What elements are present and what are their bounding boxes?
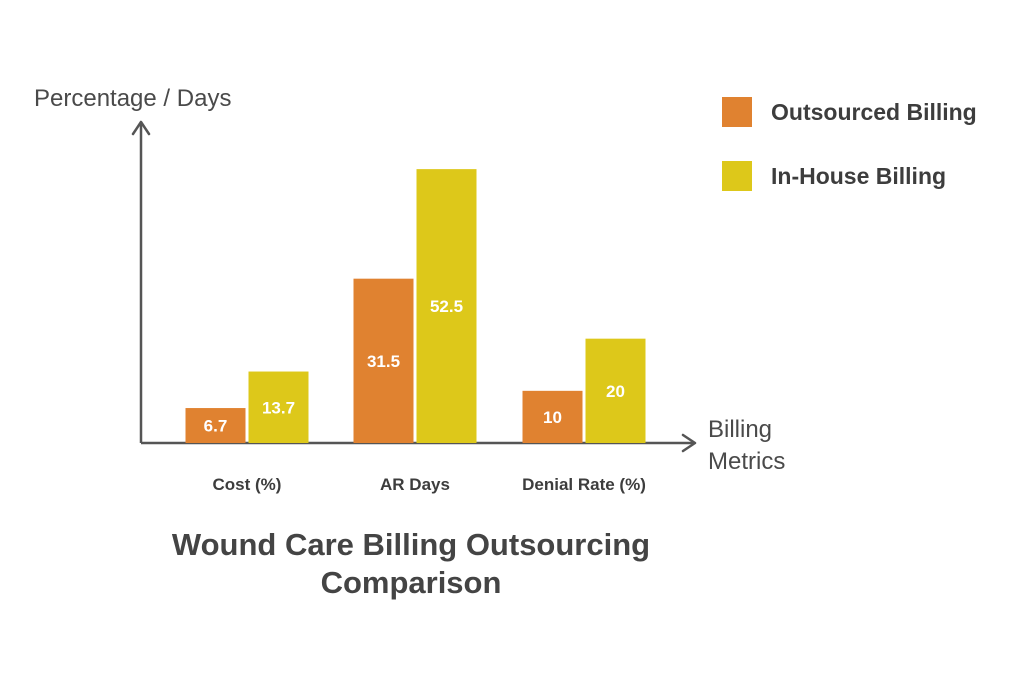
legend-label-in-house-billing: In-House Billing bbox=[771, 163, 946, 189]
bar-in-house-billing-ar-days bbox=[416, 169, 477, 443]
legend-swatch-in-house-billing bbox=[722, 161, 752, 191]
bar-outsourced-billing-denial-rate bbox=[522, 390, 583, 443]
bar-value-label: 6.7 bbox=[204, 417, 228, 436]
bars-group: 6.7 13.7 31.5 52.5 10 20 bbox=[185, 169, 646, 443]
chart-title-line-1: Wound Care Billing Outsourcing bbox=[172, 527, 650, 562]
bar-in-house-billing-cost bbox=[248, 371, 309, 443]
x-tick-label: Denial Rate (%) bbox=[522, 475, 646, 494]
bar-value-label: 13.7 bbox=[262, 398, 295, 417]
x-tick-labels: Cost (%) AR Days Denial Rate (%) bbox=[213, 475, 646, 494]
legend-swatch-outsourced-billing bbox=[722, 97, 752, 127]
bar-value-label: 20 bbox=[606, 382, 625, 401]
bar-value-label: 52.5 bbox=[430, 297, 463, 316]
bar-outsourced-billing-cost bbox=[185, 408, 246, 443]
x-axis-label-line-2: Metrics bbox=[708, 448, 785, 475]
x-tick-label: Cost (%) bbox=[213, 475, 282, 494]
y-axis bbox=[131, 120, 151, 443]
legend-label-outsourced-billing: Outsourced Billing bbox=[771, 99, 977, 125]
bar-value-label: 31.5 bbox=[367, 352, 400, 371]
bar-value-label: 10 bbox=[543, 408, 562, 427]
x-axis-label-line-1: Billing bbox=[708, 416, 772, 443]
chart-title-line-2: Comparison bbox=[321, 565, 502, 600]
bar-outsourced-billing-ar-days bbox=[353, 278, 414, 443]
legend: Outsourced Billing In-House Billing bbox=[722, 97, 977, 191]
y-axis-label: Percentage / Days bbox=[34, 85, 231, 112]
x-tick-label: AR Days bbox=[380, 475, 450, 494]
bar-in-house-billing-denial-rate bbox=[585, 338, 646, 443]
